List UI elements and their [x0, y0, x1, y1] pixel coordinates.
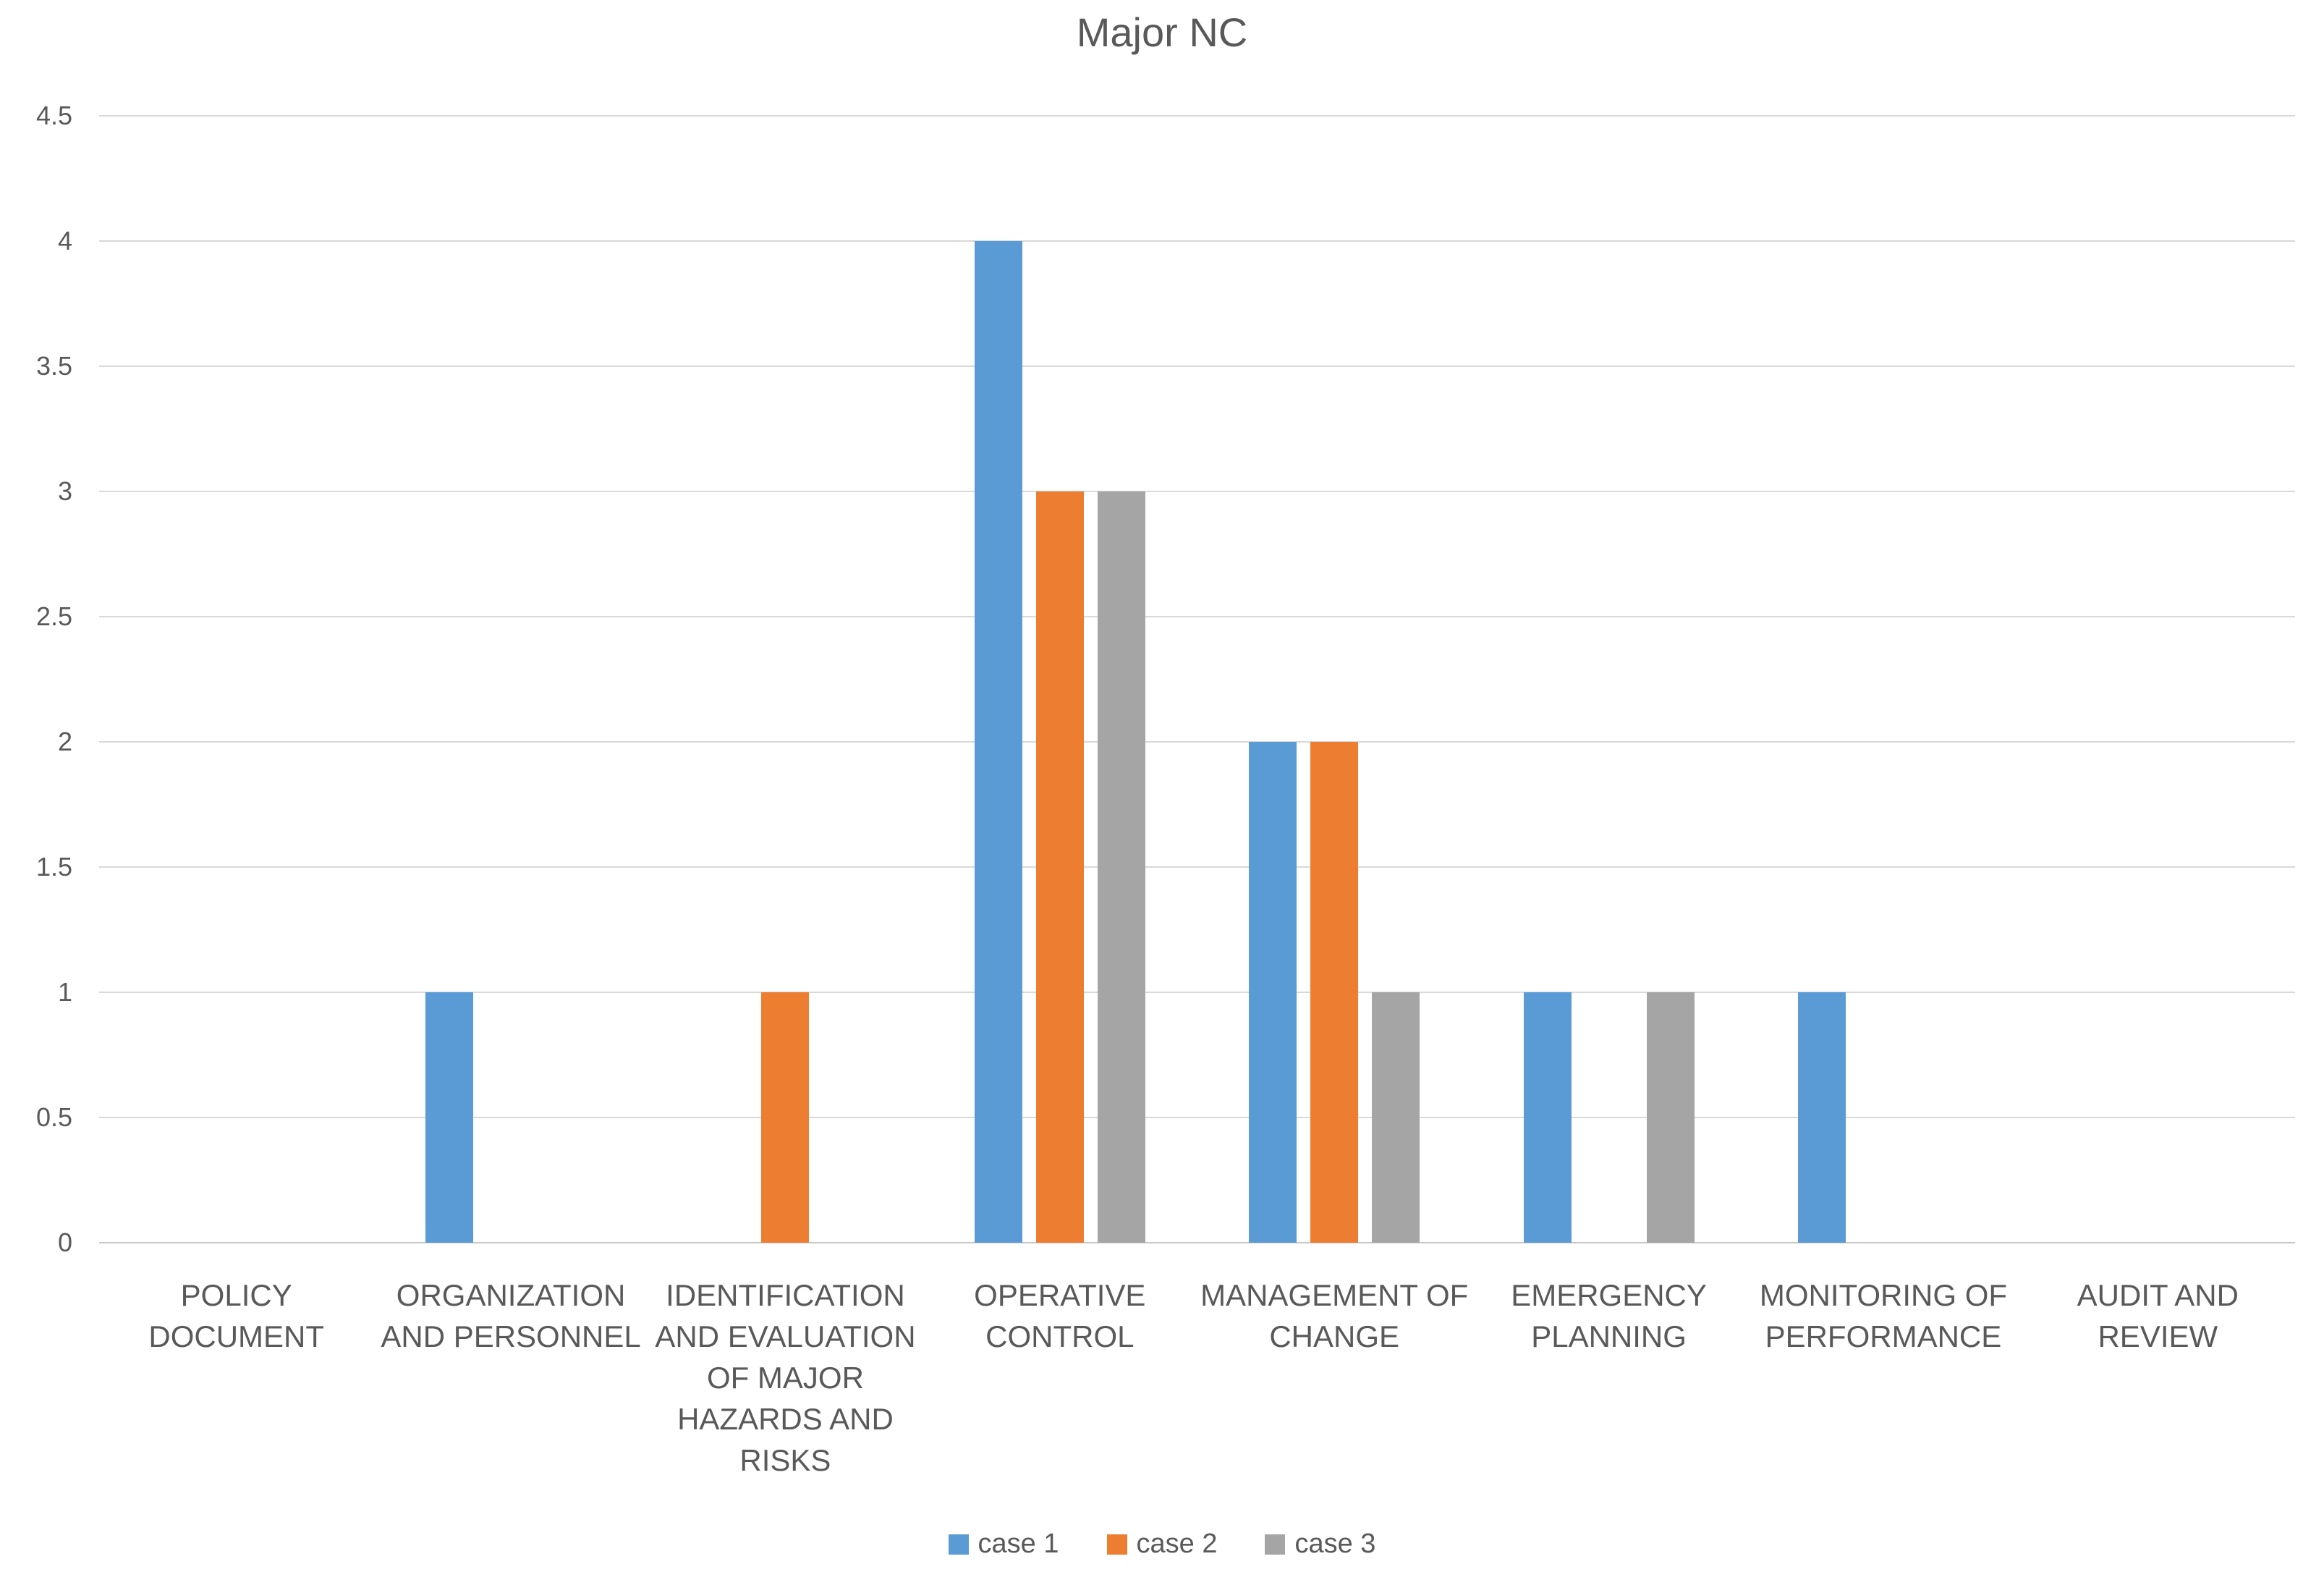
x-axis-label-line: MONITORING OF: [1759, 1278, 2008, 1312]
gridline: [99, 240, 2295, 242]
legend-item: case 2: [1106, 1529, 1218, 1560]
x-axis-label-line: EMERGENCY: [1511, 1278, 1707, 1312]
x-axis-label: AUDIT AND REVIEW: [1977, 1275, 2324, 1357]
x-axis-label-line: REVIEW: [2098, 1319, 2218, 1353]
x-axis-label-line: ORGANIZATION: [396, 1278, 626, 1312]
x-axis-label-line: HAZARDS AND: [677, 1402, 894, 1436]
gridline: [99, 365, 2295, 367]
y-tick-label: 3.5: [35, 351, 72, 381]
bar-case-1: [1249, 742, 1297, 1243]
x-axis-label: EMERGENCY PLANNING: [1428, 1275, 1790, 1357]
x-axis-label-line: AND EVALUATION: [655, 1319, 916, 1353]
x-axis-label-line: IDENTIFICATION: [666, 1278, 905, 1312]
y-tick-label: 1: [57, 977, 72, 1007]
x-axis-label: MANAGEMENT OF CHANGE: [1153, 1275, 1515, 1357]
gridline: [99, 992, 2295, 993]
bar-case-2: [1035, 491, 1084, 1243]
x-axis-label-line: POLICY: [180, 1278, 292, 1312]
legend-item: case 3: [1265, 1529, 1375, 1560]
gridline: [99, 491, 2295, 492]
x-axis-label: IDENTIFICATION AND EVALUATION OF MAJOR HAZA…: [604, 1275, 966, 1481]
gridline: [99, 741, 2295, 743]
x-axis-label: POLICY DOCUMENT: [56, 1275, 417, 1357]
bar-case-3: [1646, 992, 1695, 1243]
legend: case 1 case 2 case 3: [0, 1529, 2324, 1560]
bar-case-1: [1523, 992, 1572, 1243]
chart-title: Major NC: [1076, 9, 1248, 55]
x-axis-label: OPERATIVE CONTROL: [879, 1275, 1241, 1357]
bar-case-3: [1097, 491, 1145, 1243]
bar-case-1: [974, 241, 1022, 1243]
legend-swatch: [1106, 1534, 1127, 1555]
x-axis-label-line: PLANNING: [1531, 1319, 1687, 1353]
x-axis-label-line: DOCUMENT: [148, 1319, 325, 1353]
x-axis-label: MONITORING OF PERFORMANCE: [1702, 1275, 2064, 1357]
x-axis-label-line: RISKS: [739, 1443, 831, 1477]
bar-case-1: [425, 992, 474, 1243]
x-axis-label-line: OPERATIVE: [974, 1278, 1146, 1312]
x-axis-label-line: OF MAJOR: [706, 1361, 864, 1395]
y-tick-label: 0: [57, 1227, 72, 1257]
legend-swatch: [1265, 1534, 1286, 1555]
y-tick-label: 4.5: [35, 101, 72, 130]
legend-label: case 1: [977, 1529, 1059, 1559]
x-axis-label: ORGANIZATION AND PERSONNEL: [330, 1275, 692, 1357]
bar-case-3: [1372, 992, 1420, 1243]
y-tick-label: 3: [57, 476, 72, 506]
plot-area: [99, 115, 2295, 1243]
legend-label: case 3: [1294, 1529, 1376, 1559]
bar-case-2: [1310, 742, 1359, 1243]
x-axis-label-line: CHANGE: [1269, 1319, 1400, 1353]
y-tick-label: 1.5: [35, 852, 72, 882]
x-axis-label-line: AND PERSONNEL: [381, 1319, 641, 1353]
bar-case-1: [1797, 992, 1846, 1243]
legend-item: case 1: [948, 1529, 1059, 1560]
x-axis-label-line: PERFORMANCE: [1765, 1319, 2002, 1353]
gridline: [99, 1117, 2295, 1118]
y-tick-label: 4: [57, 226, 72, 255]
x-axis-label-line: CONTROL: [985, 1319, 1135, 1353]
legend-swatch: [948, 1534, 969, 1555]
gridline: [99, 616, 2295, 617]
gridline: [99, 866, 2295, 868]
bar-case-2: [761, 992, 810, 1243]
legend-label: case 2: [1136, 1529, 1218, 1559]
x-axis-label-line: MANAGEMENT OF: [1200, 1278, 1469, 1312]
y-tick-label: 0.5: [35, 1102, 72, 1132]
x-axis-label-line: AUDIT AND: [2077, 1278, 2239, 1312]
y-tick-label: 2: [57, 727, 72, 756]
y-tick-label: 2.5: [35, 601, 72, 631]
gridline: [99, 115, 2295, 117]
x-axis-line: [99, 1242, 2295, 1243]
